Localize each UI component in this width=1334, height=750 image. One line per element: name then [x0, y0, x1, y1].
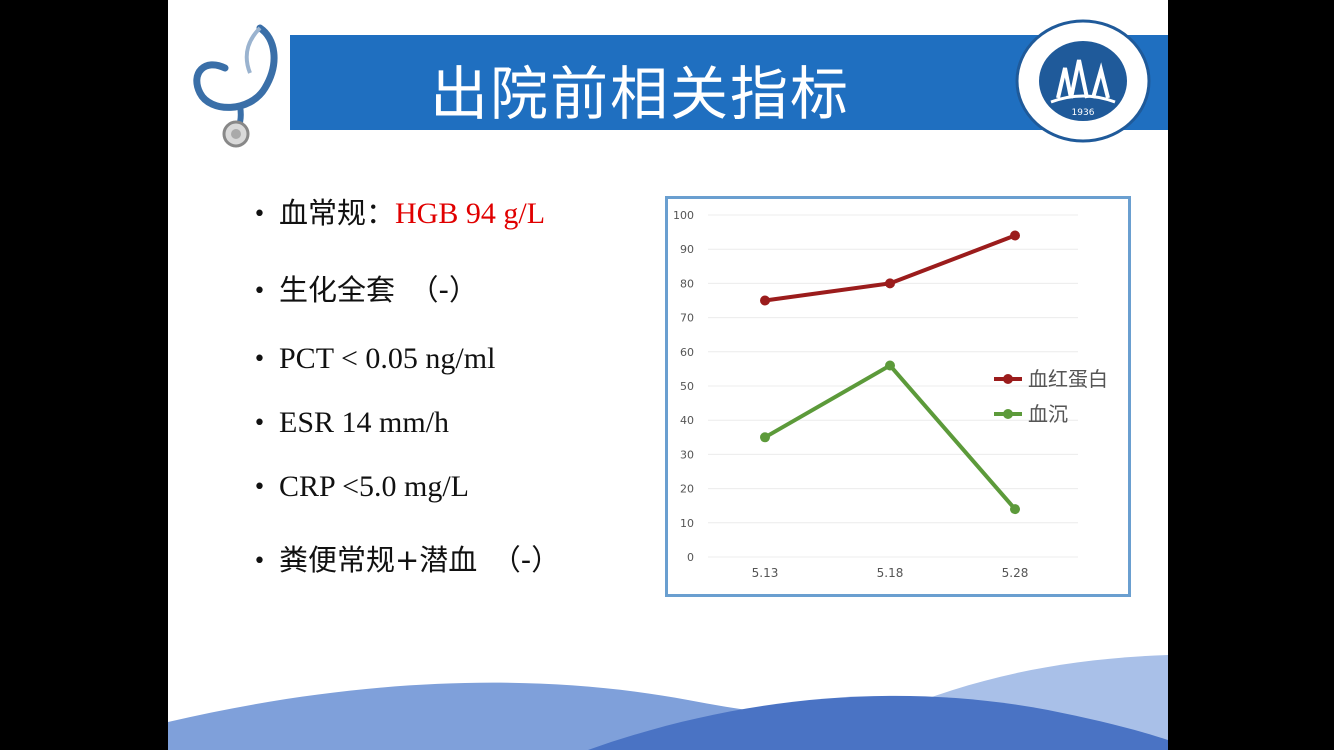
line-chart: 0 10 20 30 40 50 60 70 80 90 100 5.13 5.18 5.28 血红蛋白血沉	[665, 196, 1131, 597]
data-point	[1010, 504, 1020, 515]
x-tick-label: 5.28	[1002, 566, 1029, 580]
data-point	[885, 360, 895, 371]
legend-label: 血红蛋白	[1028, 367, 1108, 391]
bullet-stool: • 粪便常规+潜血 （-）	[253, 543, 561, 577]
bullet-esr: • ESR 14 mm/h	[253, 406, 450, 439]
data-point	[1010, 230, 1020, 241]
slide: 出院前相关指标 1936 • 血常规：HGB 94 g/L • 生化全套 （-） •…	[168, 0, 1168, 750]
x-tick-label: 5.18	[877, 566, 904, 580]
data-point	[885, 278, 895, 289]
y-tick-label: 80	[680, 277, 694, 290]
data-point	[760, 295, 770, 306]
y-tick-label: 60	[680, 346, 694, 359]
bullet-dot-icon: •	[253, 549, 266, 574]
legend-label: 血沉	[1028, 402, 1068, 426]
series-line-1	[764, 363, 1017, 511]
data-point	[760, 432, 770, 443]
y-tick-label: 30	[680, 448, 694, 461]
y-tick-label: 70	[680, 312, 694, 325]
stethoscope-icon	[193, 24, 278, 148]
bullet-biochem: • 生化全套 （-）	[253, 273, 478, 307]
bullet-dot-icon: •	[253, 411, 266, 436]
seal-year: 1936	[1072, 108, 1095, 118]
bullet-dot-icon: •	[253, 347, 266, 372]
bullet-hgb: • 血常规：HGB 94 g/L	[253, 196, 546, 230]
legend-marker	[1003, 409, 1013, 419]
bullet-pct: • PCT < 0.05 ng/ml	[253, 342, 496, 375]
y-tick-label: 40	[680, 414, 694, 427]
bullet-dot-icon: •	[253, 279, 266, 304]
university-seal-logo: 1936	[1015, 19, 1151, 143]
page-title: 出院前相关指标	[430, 60, 851, 128]
y-tick-label: 90	[680, 243, 694, 256]
wave-decoration	[168, 655, 1168, 750]
y-tick-label: 20	[680, 483, 694, 496]
y-tick-label: 50	[680, 380, 694, 393]
x-tick-label: 5.13	[752, 566, 779, 580]
bullet-dot-icon: •	[253, 202, 266, 227]
bullet-dot-icon: •	[253, 475, 266, 500]
y-tick-label: 0	[687, 551, 694, 564]
y-tick-label: 10	[680, 517, 694, 530]
legend-marker	[1003, 374, 1013, 384]
bullet-crp: • CRP <5.0 mg/L	[253, 470, 470, 503]
y-tick-label: 100	[673, 209, 694, 222]
series-line-0	[764, 233, 1016, 303]
